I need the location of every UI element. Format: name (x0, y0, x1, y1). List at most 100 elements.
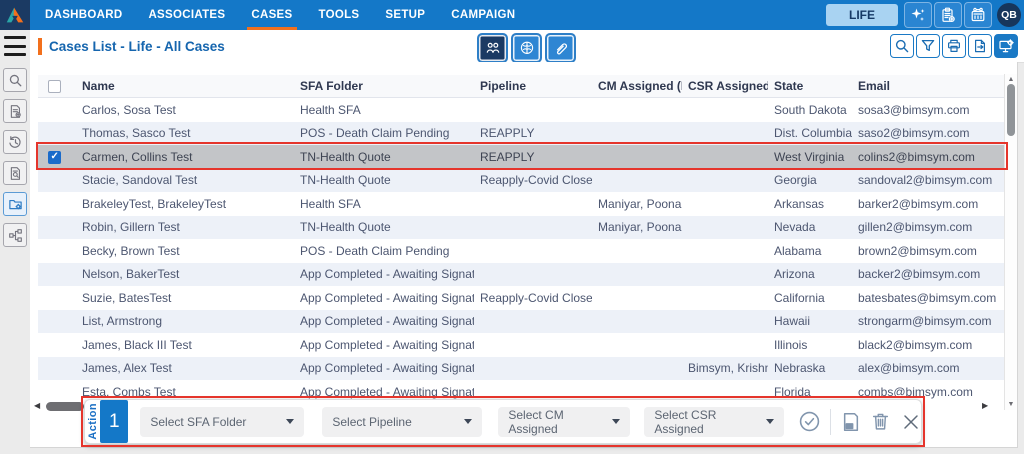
dropdown-select-csr-assigned[interactable]: Select CSR Assigned (644, 406, 785, 437)
export-icon[interactable] (968, 34, 992, 58)
table-row[interactable]: Suzie, BatesTest App Completed - Awaiting… (38, 286, 1006, 310)
search-icon[interactable] (890, 34, 914, 58)
brain-icon[interactable] (511, 33, 542, 63)
filter-icon[interactable] (916, 34, 940, 58)
print-icon[interactable] (942, 34, 966, 58)
select-all-checkbox[interactable] (48, 80, 61, 94)
paperclip-icon[interactable] (545, 33, 576, 63)
nav-item-tools[interactable]: TOOLS (318, 9, 360, 21)
cell-state: Arizona (774, 267, 815, 282)
table-row[interactable]: BrakeleyTest, BrakeleyTest Health SFA Mani… (38, 192, 1006, 216)
cell-csr-assigned (682, 286, 768, 310)
action-dropdowns: Select SFA Folder Select Pipeline Select C… (128, 406, 785, 437)
table-row[interactable]: Stacie, Sandoval Test TN-Health Quote Reap… (38, 168, 1006, 192)
cell-pipeline (474, 239, 592, 263)
cell-email: strongarm@bimsym.com (858, 314, 992, 329)
sidebar-search-icon[interactable] (3, 68, 27, 92)
nav-item-associates[interactable]: ASSOCIATES (148, 9, 226, 21)
dropdown-select-pipeline[interactable]: Select Pipeline (322, 406, 483, 437)
column-header-pipeline[interactable]: Pipeline (474, 75, 592, 98)
page-header-bar: Cases List - Life - All Cases (0, 30, 1024, 63)
cell-csr-assigned (682, 192, 768, 216)
cell-cm-assigned (592, 122, 682, 146)
row-checkbox[interactable] (48, 150, 61, 164)
screen-settings-icon[interactable] (994, 34, 1018, 58)
scroll-up-icon[interactable]: ▲ (1007, 76, 1015, 83)
sidebar-document-add-icon[interactable] (3, 99, 27, 123)
cell-cm-assigned: Maniyar, Poonam (598, 196, 682, 211)
horizontal-scroll-thumb[interactable] (46, 402, 84, 411)
chevron-down-icon (612, 419, 621, 424)
cell-cm-assigned (592, 310, 682, 334)
table-row[interactable]: Carmen, Collins Test TN-Health Quote REAPP… (38, 145, 1006, 169)
table-row[interactable]: Esta, Combs Test App Completed - Awaiting… (38, 380, 1006, 404)
dropdown-select-sfa-folder[interactable]: Select SFA Folder (140, 406, 305, 437)
cell-pipeline (474, 310, 592, 334)
user-avatar[interactable]: QB (997, 3, 1021, 27)
cell-sfa-folder: Health SFA (300, 196, 361, 211)
cell-email: combs@bimsym.com (858, 384, 973, 399)
column-header-email[interactable]: Email (852, 75, 1006, 98)
nav-item-cases[interactable]: CASES (238, 0, 305, 30)
cell-state: Alabama (774, 243, 822, 258)
life-button[interactable]: LIFE (826, 4, 898, 26)
scroll-right-icon[interactable]: ▶ (982, 401, 989, 410)
cell-pipeline (474, 192, 592, 216)
column-header-name[interactable]: Name (76, 75, 294, 98)
column-header-csr-assigned-p[interactable]: CSR Assigned (P) (682, 75, 768, 98)
cell-pipeline (474, 98, 592, 122)
scroll-left-icon[interactable]: ◀ (34, 401, 41, 410)
table-row[interactable]: List, Armstrong App Completed - Awaiting … (38, 309, 1006, 334)
table-row[interactable]: Becky, Brown Test POS - Death Claim Pendi… (38, 239, 1006, 263)
vertical-scroll-thumb[interactable] (1007, 84, 1015, 136)
cell-name: Nelson, BakerTest (82, 267, 180, 282)
table-row[interactable]: James, Alex Test App Completed - Awaiting… (38, 356, 1006, 380)
cell-state: Nevada (774, 220, 816, 235)
cell-sfa-folder: POS - Death Claim Pending (300, 126, 450, 141)
cell-email: saso2@bimsym.com (858, 126, 970, 141)
close-icon[interactable] (901, 412, 921, 432)
cell-csr-assigned (682, 333, 768, 357)
sidebar-folder-settings-icon[interactable] (3, 192, 27, 216)
clipboard-add-icon[interactable] (934, 2, 962, 28)
check-circle-icon[interactable] (798, 410, 821, 433)
cell-state: Georgia (774, 173, 817, 188)
cell-pipeline: Reapply-Covid Closed (480, 290, 592, 305)
sidebar-document-search-icon[interactable] (3, 161, 27, 185)
table-row[interactable]: James, Black III Test App Completed - Awa… (38, 333, 1006, 357)
cell-name: Stacie, Sandoval Test (82, 173, 198, 188)
cell-pipeline (474, 216, 592, 240)
sparkles-icon[interactable] (904, 2, 932, 28)
column-header-cm-assigned-p[interactable]: CM Assigned (P) (592, 75, 682, 98)
cell-state: Arkansas (774, 196, 825, 211)
table-row[interactable]: Robin, Gillern Test TN-Health Quote Maniya… (38, 215, 1006, 240)
associates-group-icon[interactable] (477, 33, 508, 63)
table-row[interactable]: Carlos, Sosa Test Health SFA South Dakota s… (38, 98, 1006, 122)
app-logo[interactable] (0, 0, 30, 30)
trash-icon[interactable] (870, 411, 891, 432)
cell-pipeline (474, 333, 592, 357)
scroll-down-icon[interactable]: ▼ (1007, 401, 1015, 408)
nav-item-setup[interactable]: SETUP (385, 9, 426, 21)
cell-state: Illinois (774, 337, 808, 352)
chevron-down-icon (286, 419, 295, 424)
sidebar-history-icon[interactable] (3, 130, 27, 154)
cell-email: brown2@bimsym.com (858, 243, 977, 258)
scheduler-icon[interactable] (964, 2, 992, 28)
hamburger-menu-icon[interactable] (4, 36, 26, 56)
vertical-scrollbar[interactable]: ▲ ▼ (1004, 74, 1017, 410)
nav-item-campaign[interactable]: CAMPAIGN (451, 9, 516, 21)
chevron-down-icon (766, 419, 775, 424)
table-row[interactable]: Thomas, Sasco Test POS - Death Claim Pend… (38, 121, 1006, 146)
view-toolbar (890, 34, 1018, 58)
dropdown-select-cm-assigned[interactable]: Select CM Assigned (498, 406, 631, 437)
file-export-icon[interactable] (840, 411, 862, 433)
nav-item-dashboard[interactable]: DASHBOARD (45, 9, 123, 21)
cell-csr-assigned (682, 145, 768, 169)
table-row[interactable]: Nelson, BakerTest App Completed - Awaitin… (38, 262, 1006, 286)
sidebar-workflow-icon[interactable] (3, 223, 27, 247)
column-header-state[interactable]: State (768, 75, 852, 98)
left-sidebar (0, 62, 30, 454)
column-header-sfa-folder[interactable]: SFA Folder (294, 75, 474, 98)
nav-right: LIFE (826, 0, 1021, 30)
